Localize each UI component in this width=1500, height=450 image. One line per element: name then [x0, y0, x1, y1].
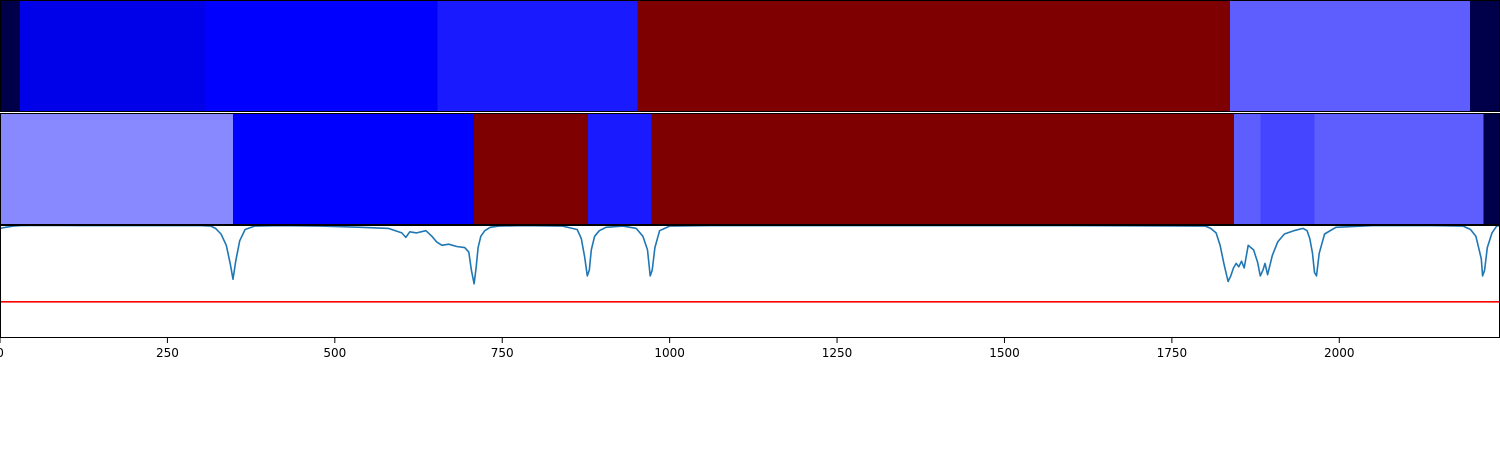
- x-tick-label: 1000: [654, 346, 685, 360]
- x-tick-label: 1750: [1157, 346, 1188, 360]
- x-tick-label: 0: [0, 346, 4, 360]
- x-tick-label: 250: [156, 346, 179, 360]
- x-tick-label: 2000: [1324, 346, 1355, 360]
- segment-1-1: [20, 0, 206, 112]
- x-tick-label: 1250: [822, 346, 853, 360]
- segment-bar-top: [0, 0, 1500, 112]
- x-tick-label: 500: [323, 346, 346, 360]
- segment-1-0: [0, 0, 21, 112]
- x-tick-label: 750: [491, 346, 514, 360]
- segment-bar-middle: [0, 113, 1500, 225]
- segment-2-2: [474, 113, 588, 225]
- segment-2-1: [233, 113, 475, 225]
- segment-2-0: [0, 113, 234, 225]
- segment-1-6: [1469, 0, 1500, 112]
- segment-2-4: [651, 113, 1235, 225]
- segment-2-7: [1314, 113, 1484, 225]
- segment-2-5: [1234, 113, 1261, 225]
- plot-background: [0, 225, 1500, 338]
- segment-1-5: [1230, 0, 1470, 112]
- segment-2-8: [1483, 113, 1500, 225]
- segment-1-4: [637, 0, 1231, 112]
- segment-1-2: [205, 0, 438, 112]
- segment-1-3: [437, 0, 638, 112]
- x-axis: 0 250 500 750 1000 1250 1500 1750 2000: [0, 338, 1355, 360]
- segment-2-3: [587, 113, 652, 225]
- signal-plot: [0, 225, 1500, 338]
- x-tick-label: 1500: [989, 346, 1020, 360]
- segment-2-6: [1260, 113, 1315, 225]
